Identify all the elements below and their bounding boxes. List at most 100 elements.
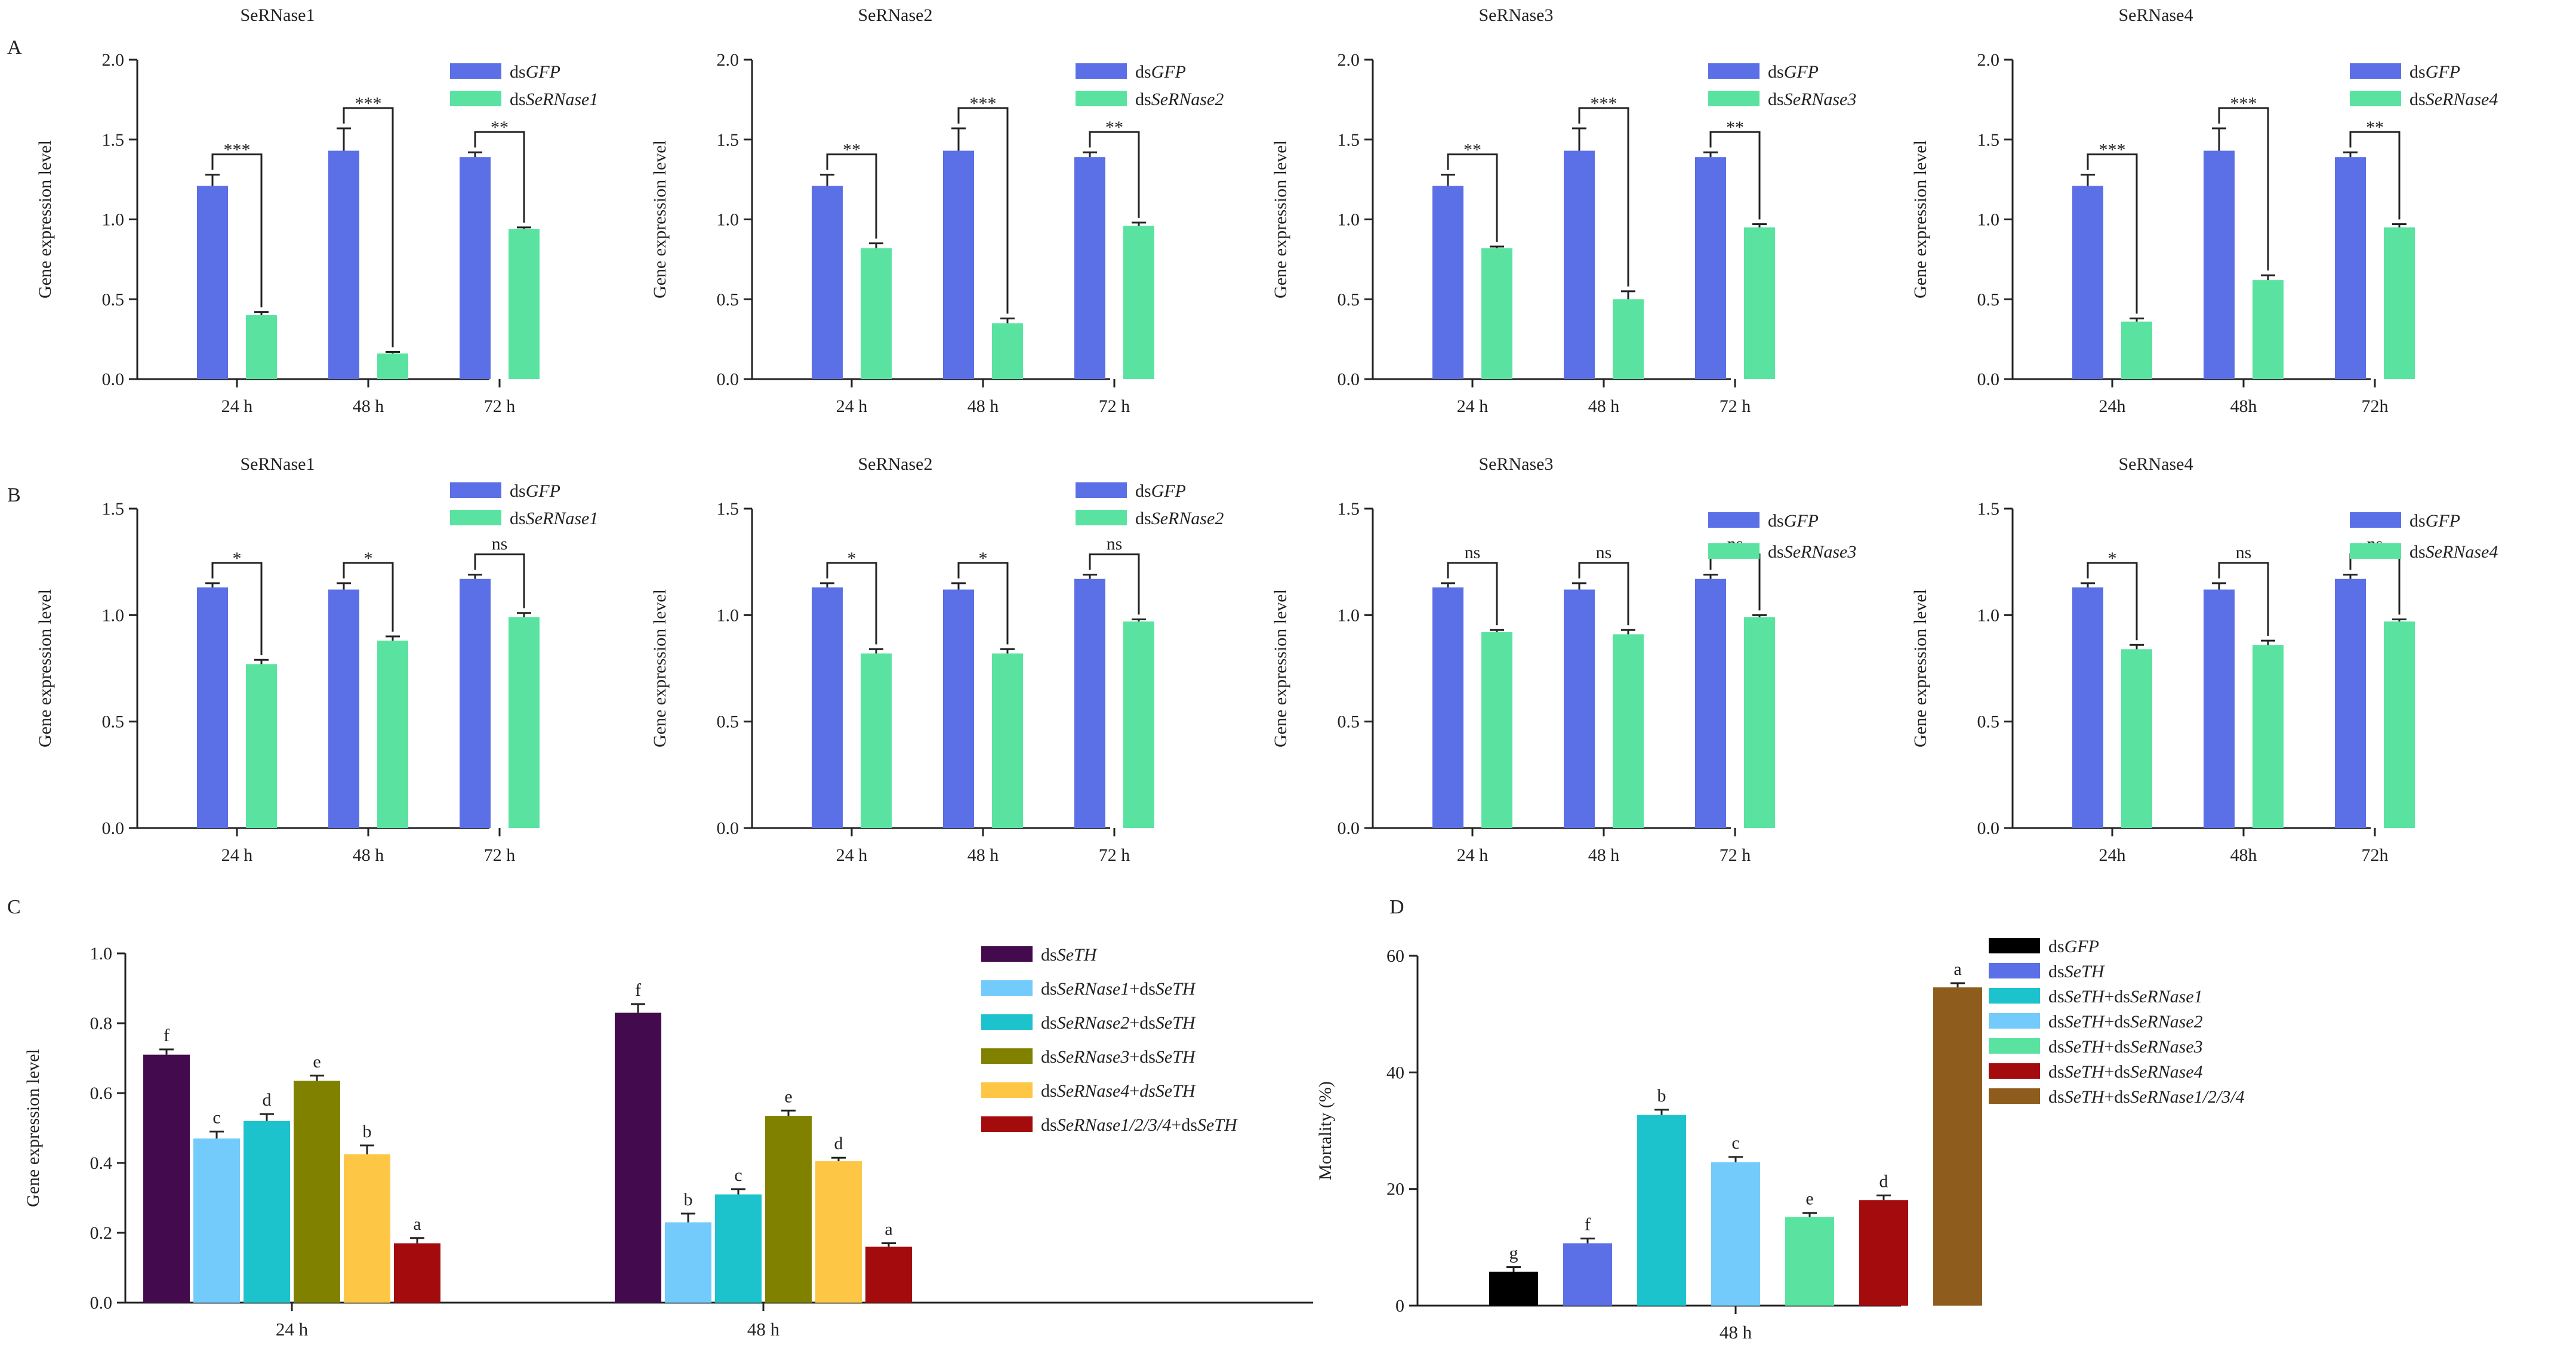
y-axis-label: Mortality (%) (1315, 1081, 1335, 1180)
x-tick-label: 24h (2099, 396, 2126, 416)
panel-label: A (7, 36, 22, 59)
y-tick-label: 1.0 (102, 605, 125, 625)
y-tick-label: 40 (1386, 1063, 1404, 1082)
legend-swatch (2350, 63, 2401, 79)
legend-label: dsGFP (1135, 481, 1186, 501)
legend: dsGFP dsSeRNase3 (1708, 511, 1856, 562)
legend-label: dsGFP (1768, 511, 1819, 531)
bar (2204, 589, 2235, 828)
y-tick-label: 0.0 (102, 370, 125, 389)
x-tick-label: 24 h (221, 845, 253, 865)
chart-panel: SeRNase4 0.0 0.5 1.0 1.5 Gene expression leve… (1911, 454, 2498, 865)
y-tick-label: 1.5 (1977, 499, 2000, 519)
legend-label: dsSeTH+dsSeRNase1 (2048, 987, 2203, 1007)
significance-mark: ** (491, 118, 509, 137)
x-tick-label: 72 h (484, 396, 516, 416)
legend-label: dsSeTH (2048, 962, 2106, 981)
legend: dsGFP dsSeRNase2 (1076, 481, 1224, 528)
bar (509, 617, 540, 828)
chart-panel: SeRNase2 0.0 0.5 1.0 1.5 2.0 Gene expression l… (650, 5, 1224, 416)
bar (460, 578, 491, 828)
y-tick-label: 0.8 (90, 1014, 113, 1033)
y-axis-label: Gene expression level (23, 1049, 43, 1207)
chart-panel: C 0.0 0.2 0.4 0.6 0.8 1.0 Gene expression level… (7, 896, 1313, 1340)
panel-label: B (7, 484, 21, 506)
y-tick-label: 1.5 (717, 130, 739, 150)
legend-swatch (981, 980, 1033, 996)
significance-mark: *** (2230, 94, 2257, 113)
legend-swatch (981, 946, 1033, 962)
legend-label: dsSeTH+dsSeRNase2 (2048, 1012, 2203, 1032)
significance-mark: ** (1463, 140, 1481, 160)
legend-swatch (981, 1014, 1033, 1030)
bar (377, 641, 408, 828)
significance-bracket (1089, 553, 1140, 615)
x-tick-label: 24 h (836, 396, 868, 416)
significance-letter: b (684, 1190, 693, 1210)
y-tick-label: 0.0 (1977, 370, 2000, 389)
legend-swatch (1076, 482, 1127, 498)
bar (2384, 621, 2415, 828)
y-tick-label: 0.5 (717, 290, 739, 309)
y-tick-label: 20 (1386, 1180, 1404, 1199)
significance-mark: *** (1591, 94, 1617, 113)
legend-label: dsSeTH+dsSeRNase3 (2048, 1037, 2203, 1057)
y-axis-label: Gene expression level (650, 589, 670, 747)
x-tick-label: 48 h (1720, 1322, 1752, 1343)
y-tick-label: 2.0 (717, 50, 739, 70)
legend-swatch (1989, 1088, 2040, 1104)
panel-label: C (7, 896, 21, 918)
bar (1711, 1162, 1760, 1306)
bar (2121, 321, 2152, 379)
chart-title: SeRNase1 (241, 454, 315, 474)
bar (246, 315, 277, 379)
chart-panel: SeRNase2 0.0 0.5 1.0 1.5 Gene expression leve… (650, 454, 1224, 865)
y-tick-label: 0.0 (717, 818, 739, 838)
bar (2384, 227, 2415, 379)
y-tick-label: 1.5 (1977, 130, 2000, 150)
x-tick-label: 24 h (836, 845, 868, 865)
y-tick-label: 1.5 (1338, 499, 1360, 519)
bar (197, 186, 228, 379)
y-axis-label: Gene expression level (1271, 589, 1290, 747)
chart-title: SeRNase3 (1479, 454, 1554, 474)
legend-label: dsSeRNase4 (2409, 542, 2498, 562)
y-tick-label: 1.5 (102, 130, 125, 150)
bar (2253, 645, 2284, 828)
bar (197, 587, 228, 828)
legend-swatch (450, 510, 501, 525)
bar (861, 248, 892, 379)
x-tick-label: 24 h (1457, 845, 1489, 865)
bar (394, 1243, 440, 1303)
y-tick-label: 2.0 (1977, 50, 2000, 70)
legend-swatch (1708, 63, 1760, 79)
bar (1074, 157, 1105, 379)
bar (328, 589, 359, 828)
x-tick-label: 48h (2230, 396, 2257, 416)
y-tick-label: 60 (1386, 946, 1404, 966)
legend: dsGFP dsSeRNase4 (2350, 511, 2498, 562)
chart-title: SeRNase3 (1479, 5, 1554, 25)
bar (992, 323, 1023, 379)
y-tick-label: 1.5 (1338, 130, 1360, 150)
significance-bracket (474, 131, 525, 223)
y-tick-label: 0.2 (90, 1223, 113, 1243)
bar (344, 1154, 390, 1303)
chart-panel: A SeRNase1 0.0 0.5 1.0 1.5 2.0 Gene expression … (7, 5, 598, 416)
y-tick-label: 0.0 (102, 818, 125, 838)
legend-swatch (1989, 1063, 2040, 1079)
significance-mark: *** (2099, 140, 2126, 160)
bar (665, 1222, 711, 1303)
bar (1933, 987, 1982, 1306)
y-tick-label: 0.0 (90, 1293, 113, 1313)
legend-label: dsSeRNase2 (1135, 90, 1224, 109)
y-tick-label: 0.5 (102, 712, 125, 732)
legend-label: dsSeRNase3 (1768, 542, 1856, 562)
chart-panel: SeRNase4 0.0 0.5 1.0 1.5 2.0 Gene expression l… (1911, 5, 2498, 416)
significance-mark: ** (843, 140, 861, 160)
x-tick-label: 48h (2230, 845, 2257, 865)
legend-label: dsSeRNase2 (1135, 509, 1224, 528)
y-tick-label: 1.0 (1338, 605, 1360, 625)
significance-letter: a (885, 1220, 892, 1239)
bar (812, 587, 843, 828)
